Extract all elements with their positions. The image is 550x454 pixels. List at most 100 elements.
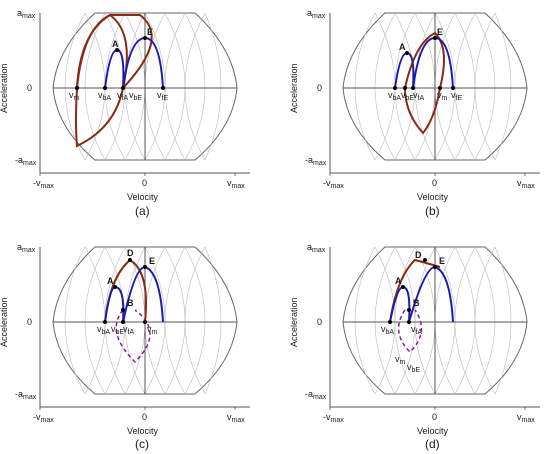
panel-c-vlabel-ba: vbA [97,324,110,336]
panel-a: A E vm vbA vfA vbE vfE [39,12,251,177]
panel-d: A D E B vbA vfA vm vbE [329,246,541,411]
panel-a-blue-curve-1 [104,48,125,89]
panel-c-label-b: B [127,298,134,308]
panel-c-point-a [113,285,117,289]
panel-b-xlabel: Velocity [417,192,449,202]
panel-d-point-fa [407,320,411,324]
panel-c-point-m [143,320,147,324]
panel-a-label-e: E [147,27,153,37]
panel-b-xtick-zero: 0 [432,178,437,188]
panel-a-label-a: A [112,39,119,49]
panel-c-label-e: E [149,256,155,266]
panel-d-blue-curve-2 [408,265,454,323]
panel-d-label-b: B [413,298,420,308]
panel-d-point-ba [388,320,392,324]
panel-d-vlabel-m: vm [395,354,406,366]
panel-a-point-m [75,86,79,90]
panel-d-xtick-zero: 0 [432,412,437,422]
panel-a-ylabel: Acceleration [0,63,9,113]
panel-c-xtick-vmax: vmax [227,412,245,424]
panel-c-ylabel: Acceleration [0,297,9,347]
panel-c-point-d [128,258,132,262]
panel-c-label-a: A [107,276,114,286]
caption-c: (c) [135,437,149,451]
panel-d-ytick-amin: -amax [305,389,327,401]
panel-c-ytick-amax: amax [17,242,36,254]
panel-b-label-e: E [437,27,443,37]
panel-b-brown-lens [404,31,445,135]
panel-d-label-d: D [415,250,422,260]
panel-a-xtick-vmax: vmax [227,178,245,190]
panel-c: A D E B vbA vbE vfA vm [39,246,251,411]
panel-d-xtick-vmin: -vmax [323,412,344,424]
panel-b-xtick-vmin: -vmax [323,178,344,190]
panel-c-label-d: D [127,248,134,258]
panel-a-brown-outer [76,14,153,89]
panel-d-point-b [407,308,411,312]
panel-c-purple-dashed [115,309,151,364]
panel-a-vlabel-m: vm [69,90,80,102]
panel-c-point-ba [103,320,107,324]
panel-a-vlabel-fa: vfA [117,90,128,102]
panel-a-xlabel: Velocity [127,192,159,202]
axis-labels: amax 0 -amax -vmax 0 vmax Velocity Acceleration… [0,8,535,436]
panel-c-xtick-zero: 0 [142,412,147,422]
panel-d-vlabel-fa: vfA [411,324,422,336]
panel-c-ytick-amin: -amax [15,389,37,401]
panel-d-ylabel: Acceleration [289,297,299,347]
panel-a-ytick-zero: 0 [27,83,32,93]
panel-b-label-a: A [399,42,406,52]
panel-b-xtick-vmax: vmax [517,178,535,190]
panel-b-point-a [405,51,409,55]
panel-b-point-fa [411,86,415,90]
panel-a-ytick-amin: -amax [15,155,37,167]
panel-d-label-e: E [439,256,445,266]
panel-c-point-fa [121,320,125,324]
panel-b: A E vbA vbE vfA vm vfE [329,12,541,177]
panel-b-ytick-amin: -amax [305,155,327,167]
panel-b-point-e [433,36,437,40]
panel-a-vlabel-ba: vbA [98,90,111,102]
panel-c-point-e [143,265,147,269]
panel-d-ytick-amax: amax [307,242,326,254]
panel-a-point-fe [161,86,165,90]
panel-a-vlabel-fe: vfE [157,90,168,102]
panel-b-point-ba [393,86,397,90]
panel-a-point-e [143,36,147,40]
panel-d-point-e [433,265,437,269]
panel-c-point-b [121,308,125,312]
panel-b-vlabel-be: vbE [401,90,414,102]
panel-b-ytick-amax: amax [307,8,326,20]
panel-a-point-a [115,48,119,52]
panel-c-ytick-zero: 0 [27,317,32,327]
panel-d-xtick-vmax: vmax [517,412,535,424]
panel-b-vlabel-m: vm [437,90,448,102]
panel-c-blue-curve-1 [104,285,125,323]
panel-c-xtick-vmin: -vmax [33,412,54,424]
panel-b-ylabel: Acceleration [289,63,299,113]
panel-d-vlabel-be: vbE [407,362,420,374]
panel-b-ytick-zero: 0 [317,83,322,93]
panel-b-point-m [438,86,442,90]
panel-a-xtick-vmin: -vmax [33,178,54,190]
panel-d-label-a: A [395,276,402,286]
panel-a-vlabel-be: vbE [129,90,142,102]
panel-c-xlabel: Velocity [127,426,159,436]
panel-a-point-fa [121,86,125,90]
panel-b-point-be [403,86,407,90]
panel-d-ytick-zero: 0 [317,317,322,327]
panel-c-vlabel-be: vbE [111,324,124,336]
panel-d-point-d [423,258,427,262]
panel-a-ytick-amax: amax [17,8,36,20]
panel-b-vlabel-ba: vbA [388,90,401,102]
panel-b-vlabel-fe: vfE [451,90,462,102]
panel-b-point-fe [451,86,455,90]
panel-d-vlabel-ba: vbA [381,324,394,336]
panel-c-vlabel-fa: vfA [123,324,134,336]
caption-a: (a) [135,204,150,218]
panel-c-vlabel-m: vm [147,324,158,336]
caption-d: (d) [425,437,440,451]
panel-a-point-ba [103,86,107,90]
panel-d-purple-dashed [397,309,423,354]
